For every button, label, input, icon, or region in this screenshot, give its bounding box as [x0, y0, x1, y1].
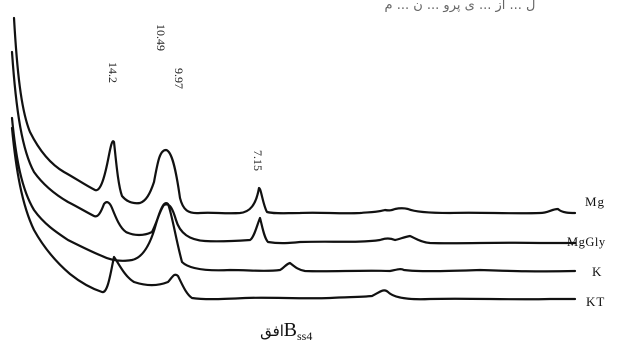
caption-sub: ss4: [297, 329, 312, 343]
trace-mggly: [10, 50, 577, 245]
trace-kt: [10, 126, 577, 301]
peak-label-10-49: 10.49: [154, 24, 168, 51]
caption-word: افق: [260, 322, 284, 340]
series-label-mggly: MgGly: [567, 235, 606, 249]
trace-mg: [12, 16, 577, 215]
series-label-mg: Mg: [585, 194, 605, 209]
figure-caption: Bss4: [284, 319, 313, 343]
caption-main: B: [284, 319, 297, 341]
trace-k: [10, 116, 577, 273]
series-label-k: K: [592, 264, 602, 279]
series-label-kt: KT: [586, 294, 605, 309]
peak-label-9-97: 9.97: [172, 68, 186, 89]
peak-label-7-15: 7.15: [251, 150, 265, 171]
header-fragment: ل ... از ... ی پرو ... ن ... م: [385, 0, 536, 13]
peak-label-14-2: 14.2: [106, 62, 120, 83]
